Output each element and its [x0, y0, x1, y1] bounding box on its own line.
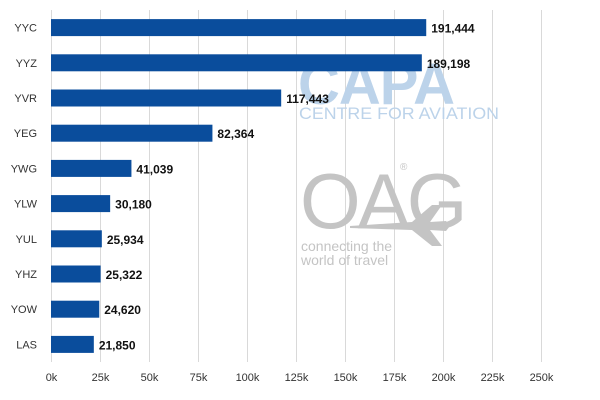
x-tick-label: 225k	[481, 372, 505, 384]
category-label: YWG	[11, 163, 37, 175]
bar-ylw	[51, 195, 111, 213]
x-tick-label: 200k	[432, 372, 456, 384]
bars	[51, 19, 427, 353]
oag-registered-mark: ®	[400, 162, 408, 173]
category-label: YLW	[14, 199, 38, 211]
category-label: LAS	[16, 339, 37, 351]
data-label: 41,039	[136, 162, 173, 176]
bar-ywg	[51, 159, 132, 177]
data-label: 25,934	[107, 233, 144, 247]
bar-las	[51, 335, 94, 353]
oag-watermark: OAG ® connecting the world of travel	[300, 157, 467, 268]
category-label: YYC	[14, 23, 37, 35]
category-label: YYZ	[16, 58, 38, 70]
watermarks: CAPA CENTRE FOR AVIATION OAG ® connectin…	[298, 52, 499, 268]
oag-tagline-line1: connecting the	[301, 238, 392, 254]
oag-logo-text: OAG	[300, 157, 464, 245]
x-tick-label: 150k	[334, 372, 358, 384]
oag-tagline-line2: world of travel	[300, 252, 388, 268]
category-label: YEG	[14, 128, 37, 140]
category-label: YOW	[11, 304, 38, 316]
x-tick-label: 75k	[190, 372, 208, 384]
x-tick-label: 0k	[46, 372, 58, 384]
bar-yyc	[51, 19, 427, 37]
data-label: 21,850	[99, 338, 136, 352]
data-label: 189,198	[427, 57, 471, 71]
data-label: 24,620	[104, 303, 141, 317]
bar-yhz	[51, 265, 101, 283]
category-label: YUL	[16, 234, 37, 246]
bar-yul	[51, 230, 102, 248]
x-tick-label: 100k	[236, 372, 260, 384]
labels: 0k 25k 50k 75k 100k 125k 150k 175k 200k 225k 250k Y…	[11, 22, 554, 384]
data-label: 25,322	[106, 268, 143, 282]
bar-yyz	[51, 54, 422, 72]
x-tick-label: 25k	[92, 372, 110, 384]
data-label: 82,364	[217, 127, 254, 141]
bar-yeg	[51, 124, 213, 142]
capa-subtitle: CENTRE FOR AVIATION	[299, 104, 499, 123]
data-label: 117,443	[286, 92, 329, 106]
x-tick-label: 125k	[285, 372, 309, 384]
data-label: 30,180	[115, 198, 152, 212]
bar-yow	[51, 300, 100, 318]
category-label: YVR	[14, 93, 37, 105]
x-tick-label: 175k	[383, 372, 407, 384]
x-tick-label: 50k	[141, 372, 159, 384]
category-label: YHZ	[15, 269, 37, 281]
data-label: 191,444	[431, 22, 475, 36]
bar-yvr	[51, 89, 282, 107]
airplane-icon	[350, 205, 450, 246]
x-tick-label: 250k	[530, 372, 554, 384]
